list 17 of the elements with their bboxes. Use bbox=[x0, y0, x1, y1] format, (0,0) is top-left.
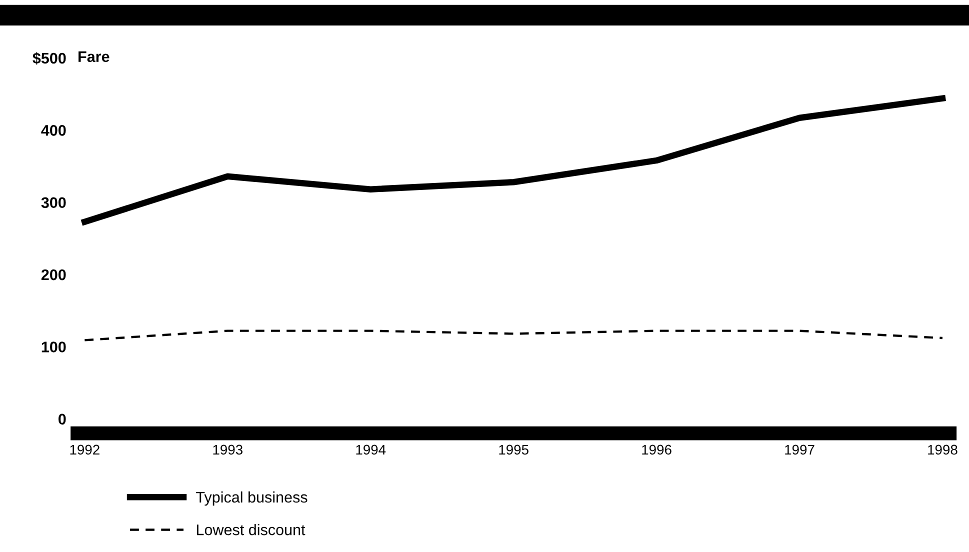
x-tick-label: 1994 bbox=[356, 444, 386, 455]
y-tick-label: 200 bbox=[41, 269, 66, 280]
y-tick-label: 300 bbox=[41, 197, 66, 208]
y-tick-label: 0 bbox=[58, 414, 66, 425]
x-tick-label: 1992 bbox=[70, 444, 100, 455]
x-tick-label: 1997 bbox=[785, 444, 814, 455]
x-tick-label: 1993 bbox=[213, 444, 242, 455]
y-tick-label: $500 bbox=[32, 52, 66, 65]
x-tick-label: 1996 bbox=[642, 444, 672, 455]
y-tick-label: 100 bbox=[42, 342, 66, 352]
x-tick-label: 1995 bbox=[499, 444, 528, 455]
legend-label: Typical business bbox=[196, 491, 308, 506]
legend-label: Lowest discount bbox=[196, 524, 306, 536]
y-axis-title: Fare bbox=[78, 51, 110, 62]
y-tick-label: 400 bbox=[41, 125, 66, 136]
x-tick-label: 1998 bbox=[928, 444, 958, 455]
line-series bbox=[84, 330, 944, 342]
